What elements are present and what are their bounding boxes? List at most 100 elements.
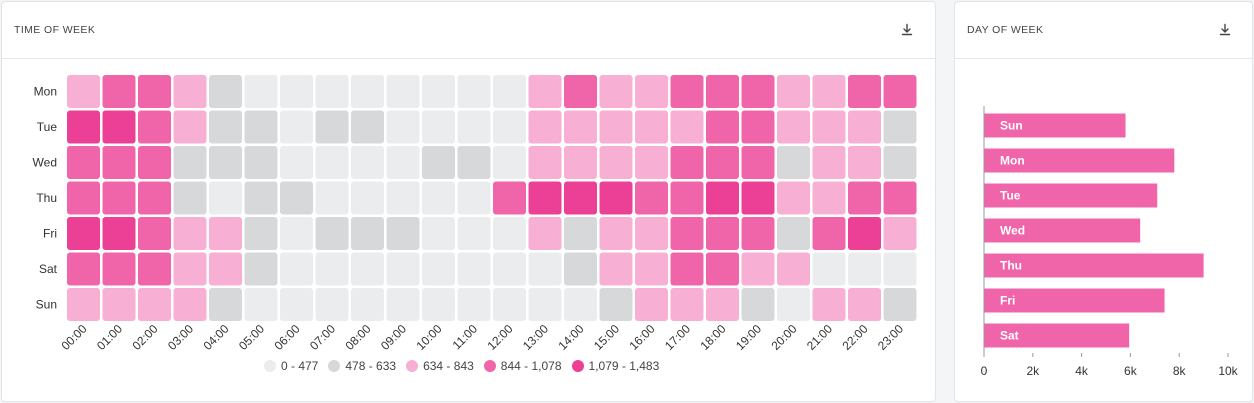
heatmap-cell[interactable] xyxy=(138,252,171,286)
legend-item[interactable]: 844 - 1,078 xyxy=(483,359,562,373)
heatmap-cell[interactable] xyxy=(706,288,739,321)
heatmap-cell[interactable] xyxy=(102,110,136,144)
heatmap-cell[interactable] xyxy=(564,181,597,215)
heatmap-cell[interactable] xyxy=(244,146,278,179)
heatmap-cell[interactable] xyxy=(777,288,810,321)
heatmap-cell[interactable] xyxy=(848,110,881,144)
heatmap-cell[interactable] xyxy=(351,75,384,108)
bar[interactable] xyxy=(984,183,1158,208)
heatmap-cell[interactable] xyxy=(812,110,846,144)
heatmap-cell[interactable] xyxy=(883,146,917,179)
heatmap-cell[interactable] xyxy=(493,252,526,286)
heatmap-cell[interactable] xyxy=(528,110,562,144)
heatmap-cell[interactable] xyxy=(280,252,313,286)
heatmap-cell[interactable] xyxy=(635,288,668,321)
heatmap-cell[interactable] xyxy=(812,217,846,250)
heatmap-cell[interactable] xyxy=(635,146,668,179)
heatmap-cell[interactable] xyxy=(351,252,384,286)
heatmap-cell[interactable] xyxy=(138,288,171,321)
heatmap-cell[interactable] xyxy=(315,146,349,179)
heatmap-cell[interactable] xyxy=(102,252,136,286)
heatmap-cell[interactable] xyxy=(315,110,349,144)
heatmap-cell[interactable] xyxy=(280,75,313,108)
heatmap-cell[interactable] xyxy=(173,146,207,179)
heatmap-cell[interactable] xyxy=(706,217,739,250)
heatmap-cell[interactable] xyxy=(812,252,846,286)
heatmap-cell[interactable] xyxy=(599,252,633,286)
heatmap-cell[interactable] xyxy=(315,217,349,250)
heatmap-cell[interactable] xyxy=(386,217,420,250)
heatmap-cell[interactable] xyxy=(564,146,597,179)
heatmap-cell[interactable] xyxy=(635,217,668,250)
heatmap-cell[interactable] xyxy=(386,110,420,144)
heatmap-cell[interactable] xyxy=(670,110,704,144)
heatmap-cell[interactable] xyxy=(493,75,526,108)
heatmap-cell[interactable] xyxy=(528,75,562,108)
heatmap-cell[interactable] xyxy=(564,252,597,286)
heatmap-cell[interactable] xyxy=(102,217,136,250)
heatmap-cell[interactable] xyxy=(528,288,562,321)
heatmap-cell[interactable] xyxy=(67,252,100,286)
heatmap-cell[interactable] xyxy=(138,217,171,250)
download-icon[interactable] xyxy=(899,22,915,38)
heatmap-cell[interactable] xyxy=(457,288,491,321)
heatmap-cell[interactable] xyxy=(741,110,775,144)
heatmap-cell[interactable] xyxy=(528,146,562,179)
heatmap-cell[interactable] xyxy=(493,217,526,250)
heatmap-cell[interactable] xyxy=(102,181,136,215)
heatmap-cell[interactable] xyxy=(599,146,633,179)
heatmap-cell[interactable] xyxy=(173,110,207,144)
heatmap-cell[interactable] xyxy=(848,217,881,250)
heatmap-cell[interactable] xyxy=(67,146,100,179)
heatmap-cell[interactable] xyxy=(599,181,633,215)
heatmap-cell[interactable] xyxy=(422,217,455,250)
heatmap-cell[interactable] xyxy=(741,146,775,179)
heatmap-cell[interactable] xyxy=(812,146,846,179)
heatmap-cell[interactable] xyxy=(848,181,881,215)
heatmap-cell[interactable] xyxy=(457,110,491,144)
heatmap-cell[interactable] xyxy=(67,75,100,108)
heatmap-cell[interactable] xyxy=(848,75,881,108)
heatmap-cell[interactable] xyxy=(209,217,242,250)
heatmap-cell[interactable] xyxy=(422,181,455,215)
heatmap-cell[interactable] xyxy=(422,288,455,321)
heatmap-cell[interactable] xyxy=(706,146,739,179)
heatmap-cell[interactable] xyxy=(457,75,491,108)
heatmap-cell[interactable] xyxy=(670,75,704,108)
heatmap-cell[interactable] xyxy=(741,75,775,108)
heatmap-cell[interactable] xyxy=(386,146,420,179)
heatmap-cell[interactable] xyxy=(599,217,633,250)
heatmap-cell[interactable] xyxy=(670,288,704,321)
heatmap-cell[interactable] xyxy=(209,146,242,179)
download-icon[interactable] xyxy=(1217,22,1233,38)
heatmap-cell[interactable] xyxy=(138,146,171,179)
heatmap-cell[interactable] xyxy=(635,75,668,108)
heatmap-cell[interactable] xyxy=(883,288,917,321)
bar[interactable] xyxy=(984,113,1126,138)
heatmap-cell[interactable] xyxy=(528,252,562,286)
heatmap-cell[interactable] xyxy=(244,110,278,144)
heatmap-cell[interactable] xyxy=(244,181,278,215)
heatmap-cell[interactable] xyxy=(493,288,526,321)
bar[interactable] xyxy=(984,218,1141,243)
heatmap-cell[interactable] xyxy=(848,146,881,179)
heatmap-cell[interactable] xyxy=(741,288,775,321)
heatmap-cell[interactable] xyxy=(422,146,455,179)
heatmap-cell[interactable] xyxy=(635,252,668,286)
heatmap-cell[interactable] xyxy=(564,110,597,144)
heatmap-cell[interactable] xyxy=(741,181,775,215)
heatmap-cell[interactable] xyxy=(422,110,455,144)
heatmap-cell[interactable] xyxy=(173,252,207,286)
heatmap-cell[interactable] xyxy=(244,75,278,108)
heatmap-cell[interactable] xyxy=(422,252,455,286)
bar[interactable] xyxy=(984,253,1204,278)
bar[interactable] xyxy=(984,148,1175,173)
heatmap-cell[interactable] xyxy=(138,181,171,215)
heatmap-cell[interactable] xyxy=(812,75,846,108)
heatmap-cell[interactable] xyxy=(706,181,739,215)
heatmap-cell[interactable] xyxy=(599,75,633,108)
heatmap-cell[interactable] xyxy=(635,110,668,144)
heatmap-cell[interactable] xyxy=(741,252,775,286)
heatmap-cell[interactable] xyxy=(812,288,846,321)
heatmap-cell[interactable] xyxy=(528,217,562,250)
